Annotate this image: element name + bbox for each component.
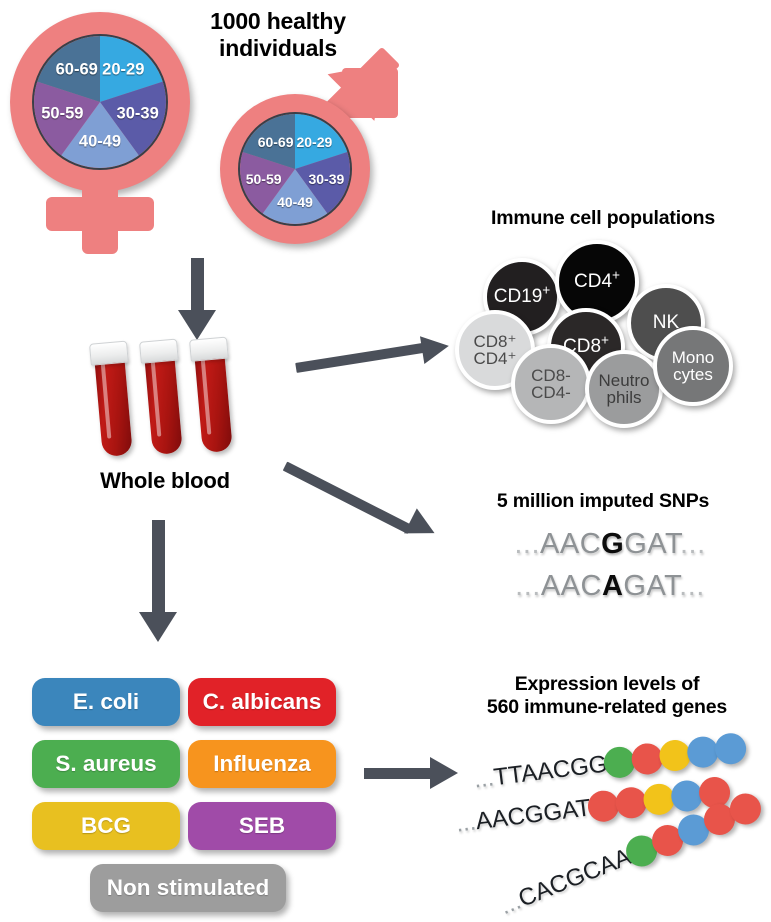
snp-flank-left: AAC <box>540 528 602 560</box>
blood-tube-body <box>94 354 133 458</box>
arrow-blood-to-stimuli-shaft <box>152 520 165 616</box>
arrow-blood-to-stimuli-head <box>139 612 177 642</box>
stimulus-label: Influenza <box>213 751 311 776</box>
immune-cell-label: NK <box>652 312 680 334</box>
immune-cell-label: CD4+ <box>574 267 620 293</box>
stimulus-seb[interactable]: SEB <box>188 802 336 850</box>
immune-cell-label: CD19+ <box>493 282 551 308</box>
age-distribution-pie-male: 20-29 30-39 40-49 50-59 60-69 <box>238 112 352 226</box>
stimulus-c-albicans[interactable]: C. albicans <box>188 678 336 726</box>
section-title-snps: 5 million imputed SNPs <box>496 490 710 512</box>
pie-slice-20-29 <box>295 114 348 169</box>
pie-svg-male <box>240 114 350 224</box>
gene-expression-strands: ...TTAACGG ...AACGGAT ...CACGCAA <box>454 731 771 920</box>
blood-tube-body <box>194 350 233 454</box>
pie-slice-20-29 <box>100 36 163 102</box>
immune-cell-label: CD8- CD4- <box>531 365 571 402</box>
snp-variant-base: A <box>601 570 624 602</box>
snp-flank-left: AAC <box>540 570 602 602</box>
pie-svg-female <box>34 36 166 168</box>
dna-leading-dots: ... <box>454 807 478 838</box>
snp-variant-base: G <box>601 528 625 560</box>
section-title-immune-cells: Immune cell populations <box>490 207 715 229</box>
pie-slice-30-39 <box>100 81 166 156</box>
arrow-blood-to-immune-head <box>419 332 452 364</box>
female-symbol-crossbar <box>46 197 154 231</box>
dna-strand-sequence: ...CACGCAA <box>495 842 635 920</box>
stimulation-condition-grid: E. coli C. albicans S. aureus Influenza BCG S… <box>32 678 352 912</box>
immune-cell-population-cluster: CD19+ CD4+ NK CD8+ CD8⁺ CD4⁺ CD8- CD4- Neutro … <box>455 240 755 428</box>
snp-leading-dots: ... <box>514 528 541 560</box>
section-title-expression: Expression levels of 560 immune-related … <box>486 673 728 718</box>
snp-flank-right: GAT <box>624 528 680 560</box>
snp-sequence-row: ...AACGGAT... <box>470 528 750 561</box>
immune-cell-label: Neutro phils <box>598 370 650 407</box>
dna-bead <box>713 731 749 766</box>
stimulus-label: BCG <box>81 813 131 838</box>
snp-flank-right: GAT <box>623 570 680 602</box>
stimulus-label: S. aureus <box>55 751 157 776</box>
blood-tube-cap <box>89 340 129 366</box>
arrow-blood-to-immune-shaft <box>295 341 432 373</box>
snp-sequence-row: ...AACAGAT... <box>470 570 750 603</box>
arrow-blood-to-snps-head <box>404 508 441 546</box>
stimulus-label: SEB <box>238 813 286 838</box>
pie-slice-40-49 <box>262 169 328 224</box>
pie-slice-40-49 <box>61 102 139 168</box>
page-title-cohort: 1000 healthy individuals <box>210 8 346 62</box>
arrow-cohort-to-blood-shaft <box>191 258 204 314</box>
age-distribution-pie-female: 20-29 30-39 40-49 50-59 60-69 <box>32 34 168 170</box>
snp-trailing-dots: ... <box>679 570 705 602</box>
pie-slice-60-69 <box>37 36 100 102</box>
immune-cell-label: CD8⁺ CD4⁺ <box>473 331 517 368</box>
stimulus-e-coli[interactable]: E. coli <box>32 678 180 726</box>
pie-slice-60-69 <box>242 114 295 169</box>
whole-blood-tubes <box>89 336 276 463</box>
snp-leading-dots: ... <box>515 570 541 602</box>
label-whole-blood: Whole blood <box>100 468 230 493</box>
female-cohort-symbol: 20-29 30-39 40-49 50-59 60-69 <box>10 12 195 257</box>
stimulus-bcg[interactable]: BCG <box>32 802 180 850</box>
stimulus-s-aureus[interactable]: S. aureus <box>32 740 180 788</box>
immune-cell-neutrophils: Neutro phils <box>585 350 663 428</box>
dna-leading-dots: ... <box>495 887 525 920</box>
stimulus-label: Non stimulated <box>106 875 270 900</box>
blood-tube-cap <box>139 338 179 364</box>
pie-slice-30-39 <box>295 152 350 214</box>
male-symbol-arrow-block <box>342 68 398 118</box>
blood-tube <box>139 338 185 458</box>
stimulus-influenza[interactable]: Influenza <box>188 740 336 788</box>
arrow-stimuli-to-expression-shaft <box>364 768 432 779</box>
stimulus-label: E. coli <box>72 689 140 714</box>
blood-tube <box>89 340 135 460</box>
pie-slice-50-59 <box>34 81 100 156</box>
arrow-stimuli-to-expression-head <box>430 757 458 789</box>
dna-strand-sequence: ...TTAACGG <box>472 749 609 794</box>
immune-cell-cd8cd4: CD8- CD4- <box>511 344 591 424</box>
immune-cell-monocytes: Mono cytes <box>653 326 733 406</box>
arrow-blood-to-snps-shaft <box>282 461 413 535</box>
blood-tube-cap <box>189 336 229 362</box>
snp-trailing-dots: ... <box>679 528 706 560</box>
male-cohort-symbol: 20-29 30-39 40-49 50-59 60-69 <box>210 38 411 250</box>
blood-tube <box>189 336 235 456</box>
snp-sequence-block: ...AACGGAT... ...AACAGAT... <box>470 528 750 616</box>
arrow-cohort-to-blood-head <box>178 310 216 340</box>
dna-strand-sequence: ...AACGGAT <box>454 793 593 838</box>
pie-slice-50-59 <box>240 152 295 214</box>
blood-tube-body <box>144 352 183 456</box>
stimulus-non-stimulated[interactable]: Non stimulated <box>90 864 286 912</box>
stimulus-label: C. albicans <box>202 689 322 714</box>
dna-leading-dots: ... <box>472 763 496 794</box>
immune-cell-label: Mono cytes <box>671 347 715 384</box>
